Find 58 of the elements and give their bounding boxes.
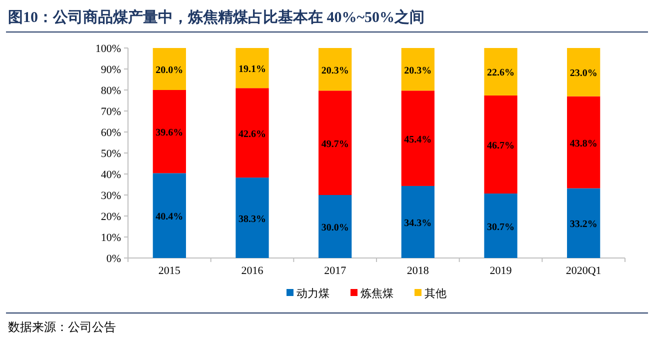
chart-title: 图10：公司商品煤产量中，炼焦精煤占比基本在 40%~50%之间 (8, 8, 425, 26)
bar (236, 48, 269, 88)
legend-label: 炼焦煤 (360, 288, 394, 300)
x-tick-label: 2020Q1 (566, 265, 602, 277)
x-tick-label: 2019 (490, 265, 512, 277)
bar (152, 48, 186, 90)
data-label: 38.3% (238, 214, 266, 225)
bar (318, 48, 352, 91)
bar (484, 95, 518, 194)
y-tick-label: 30% (100, 190, 121, 202)
y-tick-label: 50% (100, 148, 121, 160)
bar (318, 90, 352, 195)
bar (401, 48, 434, 91)
x-tick-label: 2018 (406, 265, 430, 277)
data-label: 46.7% (487, 140, 514, 152)
y-tick-label: 40% (100, 169, 121, 181)
bar (484, 48, 518, 96)
bar (236, 88, 269, 178)
bar (318, 195, 352, 258)
bar (401, 186, 434, 258)
data-label: 45.4% (404, 134, 432, 146)
y-tick-label: 10% (100, 232, 121, 244)
bar (567, 96, 600, 188)
y-tick-label: 90% (100, 64, 121, 76)
x-tick-label: 2015 (158, 265, 181, 277)
data-label: 39.6% (156, 128, 184, 139)
bar (567, 48, 600, 96)
data-label: 20.0% (156, 65, 184, 76)
data-label: 30.0% (321, 222, 349, 234)
bar (484, 194, 518, 258)
legend-label: 其他 (424, 287, 446, 300)
bar (401, 90, 434, 186)
data-label: 33.2% (570, 219, 598, 230)
y-tick-label: 80% (100, 85, 121, 97)
y-tick-label: 60% (100, 127, 121, 139)
data-label: 22.6% (487, 68, 514, 79)
y-tick-label: 0% (106, 253, 121, 265)
data-label: 23.0% (570, 68, 598, 80)
data-label: 20.3% (404, 65, 432, 76)
bar (152, 173, 186, 258)
legend-label: 动力煤 (296, 287, 330, 300)
x-tick-label: 2017 (324, 265, 347, 277)
data-label: 42.6% (238, 128, 266, 140)
source-note: 数据来源：公司公告 (8, 320, 116, 334)
bar (152, 90, 186, 174)
y-tick-label: 70% (100, 106, 121, 118)
y-tick-label: 20% (100, 211, 121, 223)
bar (236, 178, 269, 258)
data-label: 19.1% (238, 64, 266, 76)
data-label: 34.3% (404, 218, 432, 229)
x-tick-label: 2016 (241, 265, 264, 277)
data-label: 20.3% (321, 65, 349, 76)
bar (567, 188, 600, 258)
y-tick-label: 100% (95, 43, 121, 55)
data-label: 30.7% (487, 222, 514, 233)
data-label: 40.4% (156, 212, 184, 223)
data-label: 49.7% (321, 138, 349, 150)
data-label: 43.8% (570, 138, 598, 150)
